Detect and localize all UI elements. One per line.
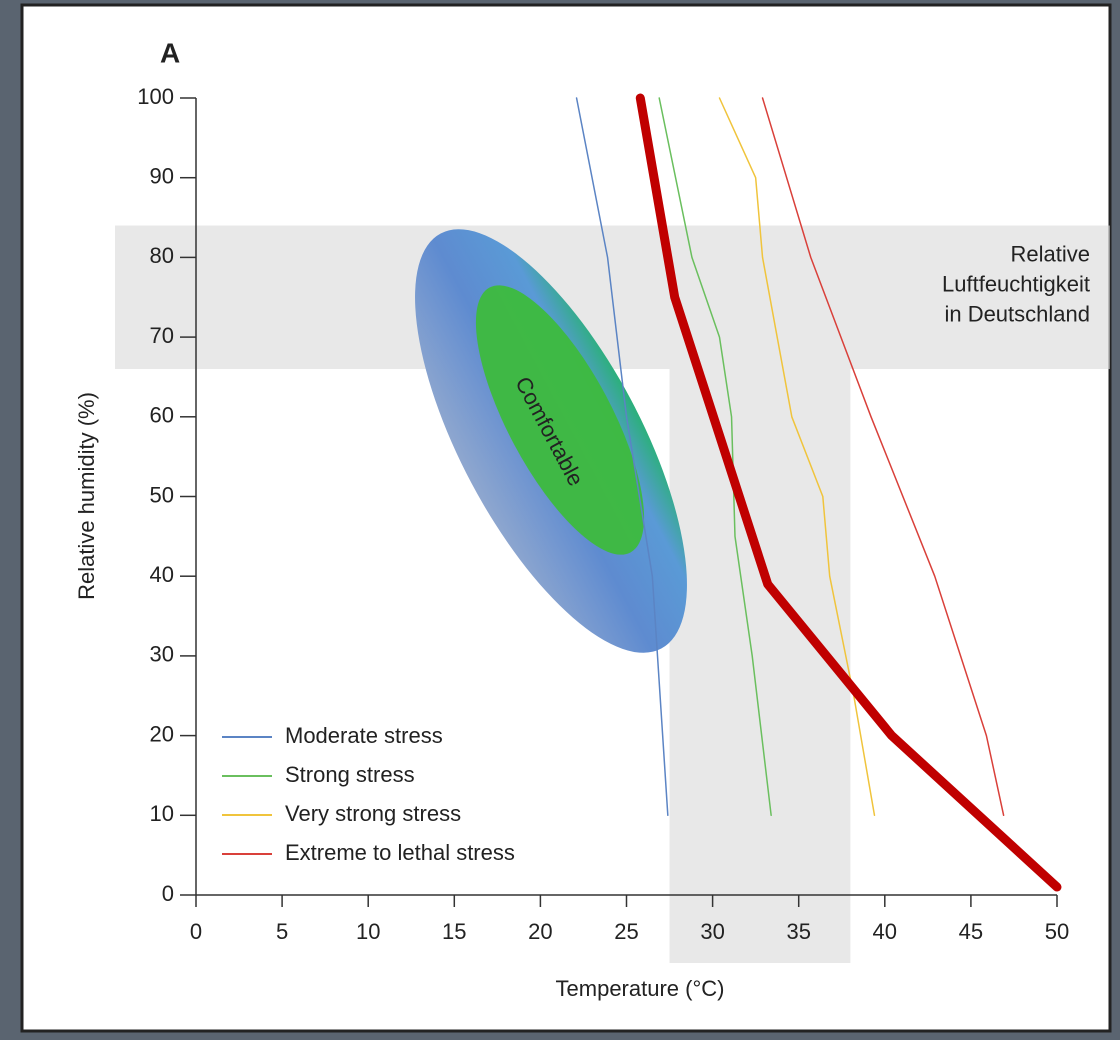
legend-label: Strong stress [285,762,415,787]
y-tick-label: 30 [150,642,174,667]
comfort-zone: Comfortable [415,229,687,653]
band-label: Relative [1011,241,1090,266]
y-axis-label: Relative humidity (%) [74,392,99,600]
x-tick-label: 5 [276,919,288,944]
series-line [761,97,1005,817]
legend-label: Very strong stress [285,801,461,826]
x-tick-label: 0 [190,919,202,944]
legend-label: Extreme to lethal stress [285,840,515,865]
y-tick-label: 0 [162,881,174,906]
series-line [658,97,772,817]
y-tick-label: 90 [150,164,174,189]
x-axis-label: Temperature (°C) [556,976,725,1001]
x-tick-label: 30 [700,919,724,944]
y-tick-label: 50 [150,482,174,507]
panel-label: A [160,37,180,68]
y-tick-label: 20 [150,721,174,746]
comfort-core [475,285,645,555]
x-tick-label: 25 [614,919,638,944]
band-label: Luftfeuchtigkeit [942,271,1090,296]
y-tick-label: 80 [150,243,174,268]
y-tick-label: 40 [150,562,174,587]
series-line [718,97,876,817]
y-tick-label: 70 [150,323,174,348]
x-tick-label: 20 [528,919,552,944]
y-tick-label: 10 [150,801,174,826]
series-line [635,93,1062,892]
x-tick-label: 45 [959,919,983,944]
x-tick-label: 10 [356,919,380,944]
x-tick-label: 35 [786,919,810,944]
x-tick-label: 50 [1045,919,1069,944]
series-line [575,97,669,817]
x-tick-label: 15 [442,919,466,944]
band-label: in Deutschland [944,301,1090,326]
x-tick-label: 40 [873,919,897,944]
y-tick-label: 100 [137,84,174,109]
y-tick-label: 60 [150,403,174,428]
temperature-band [669,368,851,964]
legend-label: Moderate stress [285,723,443,748]
